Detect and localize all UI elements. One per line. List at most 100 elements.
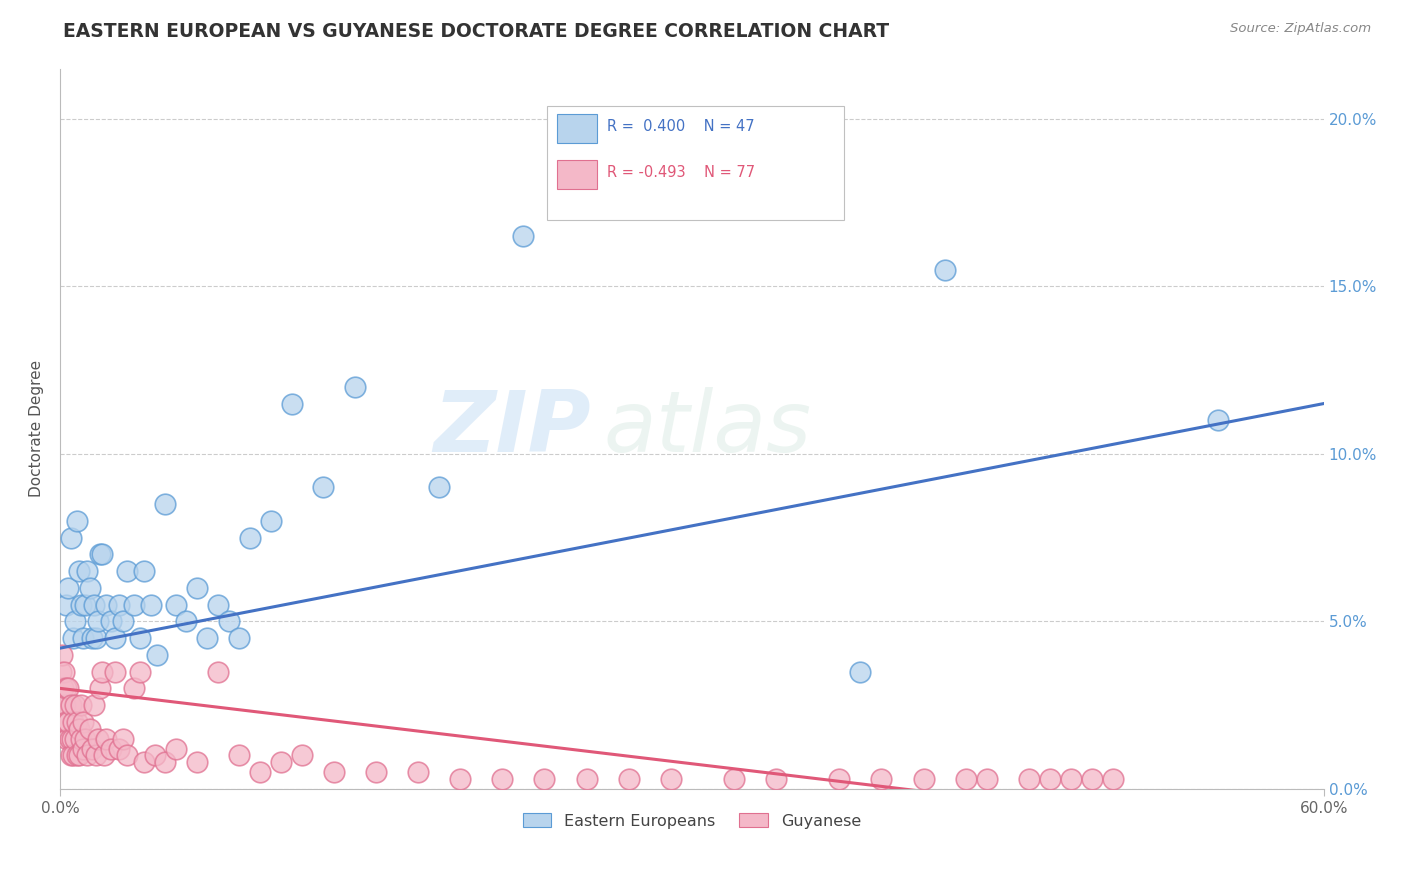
Point: [870, 772, 893, 786]
Point: [80, 741, 103, 756]
Point: [343, 380, 366, 394]
Point: [112, 731, 135, 746]
Point: [59, 531, 82, 545]
Point: [80, 631, 103, 645]
Point: [96, 731, 118, 746]
Point: [239, 531, 262, 545]
Point: [312, 480, 335, 494]
Point: [912, 772, 935, 786]
Point: [122, 681, 145, 696]
Point: [66, 514, 89, 528]
Point: [91, 547, 114, 561]
Point: [228, 631, 250, 645]
Point: [449, 772, 471, 786]
Point: [75, 598, 97, 612]
Point: [617, 772, 640, 786]
Point: [76, 564, 98, 578]
Point: [186, 581, 208, 595]
Point: [146, 648, 169, 662]
Point: [197, 631, 219, 645]
Point: [512, 229, 534, 244]
Point: [55, 598, 77, 612]
Point: [72, 714, 94, 729]
Point: [87, 731, 110, 746]
Point: [976, 772, 998, 786]
Point: [427, 480, 450, 494]
Point: [139, 598, 162, 612]
Point: [129, 665, 152, 679]
Point: [49, 665, 72, 679]
Point: [91, 665, 114, 679]
Point: [52, 681, 75, 696]
Point: [575, 772, 598, 786]
Point: [59, 748, 82, 763]
FancyBboxPatch shape: [557, 114, 598, 143]
Point: [83, 698, 105, 712]
Point: [53, 698, 76, 712]
Point: [186, 755, 208, 769]
Point: [84, 631, 107, 645]
Point: [207, 598, 229, 612]
Point: [104, 665, 127, 679]
Text: EASTERN EUROPEAN VS GUYANESE DOCTORATE DEGREE CORRELATION CHART: EASTERN EUROPEAN VS GUYANESE DOCTORATE D…: [63, 22, 890, 41]
Text: R =  0.400    N = 47: R = 0.400 N = 47: [607, 120, 755, 135]
Point: [165, 741, 187, 756]
Point: [58, 731, 80, 746]
Point: [322, 765, 344, 780]
Point: [100, 615, 122, 629]
Point: [53, 714, 76, 729]
Point: [129, 631, 152, 645]
Point: [104, 631, 127, 645]
Point: [89, 681, 111, 696]
Point: [76, 748, 98, 763]
Point: [280, 396, 302, 410]
Point: [67, 748, 90, 763]
Point: [87, 615, 110, 629]
Point: [1039, 772, 1062, 786]
Point: [849, 665, 872, 679]
Point: [117, 748, 139, 763]
Point: [51, 648, 73, 662]
Point: [67, 564, 90, 578]
Point: [218, 615, 240, 629]
Legend: Eastern Europeans, Guyanese: Eastern Europeans, Guyanese: [516, 806, 868, 835]
Point: [72, 741, 94, 756]
FancyBboxPatch shape: [557, 160, 598, 189]
Point: [63, 615, 86, 629]
Point: [259, 514, 281, 528]
Point: [108, 598, 131, 612]
Point: [955, 772, 977, 786]
Point: [66, 714, 89, 729]
Point: [60, 731, 83, 746]
Point: [89, 547, 111, 561]
Point: [491, 772, 513, 786]
Point: [83, 598, 105, 612]
Point: [55, 681, 77, 696]
Point: [176, 615, 198, 629]
Point: [66, 748, 89, 763]
Point: [112, 615, 135, 629]
Point: [62, 714, 84, 729]
Point: [134, 755, 156, 769]
Point: [63, 731, 86, 746]
Point: [58, 581, 80, 595]
Point: [79, 722, 101, 736]
Point: [291, 748, 314, 763]
Point: [70, 731, 93, 746]
Point: [1060, 772, 1083, 786]
Point: [96, 598, 118, 612]
Point: [765, 772, 787, 786]
Text: ZIP: ZIP: [433, 387, 591, 470]
Point: [134, 564, 156, 578]
Point: [58, 681, 80, 696]
Point: [100, 741, 122, 756]
Text: Source: ZipAtlas.com: Source: ZipAtlas.com: [1230, 22, 1371, 36]
Point: [62, 748, 84, 763]
Point: [155, 755, 177, 769]
Point: [62, 631, 84, 645]
Point: [63, 698, 86, 712]
Text: atlas: atlas: [603, 387, 811, 470]
Point: [56, 731, 79, 746]
Y-axis label: Doctorate Degree: Doctorate Degree: [30, 360, 44, 497]
Point: [1102, 772, 1125, 786]
